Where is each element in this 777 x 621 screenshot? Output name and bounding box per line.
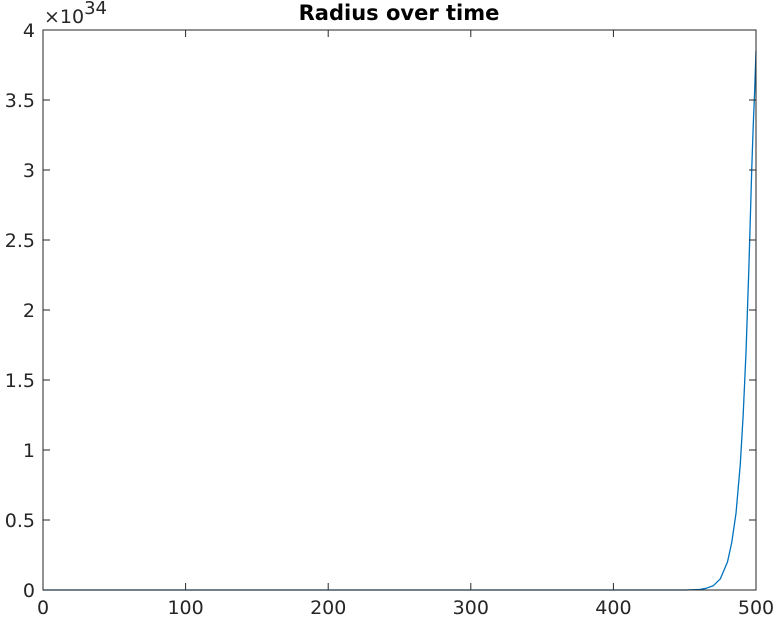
y-tick-label: 1 xyxy=(23,440,35,462)
x-tick-label: 0 xyxy=(37,597,49,619)
x-axis: 0 100 200 300 400 500 xyxy=(37,30,774,619)
y-tick-label: 3.5 xyxy=(5,90,35,112)
x-tick-label: 200 xyxy=(310,597,346,619)
plot-area xyxy=(43,30,756,590)
chart-title: Radius over time xyxy=(299,1,500,25)
y-tick-label: 4 xyxy=(23,20,35,42)
y-tick-label: 2.5 xyxy=(5,230,35,252)
y-tick-label: 1.5 xyxy=(5,370,35,392)
y-tick-label: 3 xyxy=(23,160,35,182)
y-axis: 0 0.5 1 1.5 2 2.5 3 3.5 4 xyxy=(5,20,756,602)
x-tick-label: 300 xyxy=(453,597,489,619)
y-tick-label: 0.5 xyxy=(5,510,35,532)
x-tick-label: 400 xyxy=(595,597,631,619)
y-exponent-label: ×1034 xyxy=(44,0,107,28)
x-tick-label: 500 xyxy=(738,597,774,619)
y-tick-label: 2 xyxy=(23,300,35,322)
y-tick-label: 0 xyxy=(23,580,35,602)
x-tick-label: 100 xyxy=(167,597,203,619)
